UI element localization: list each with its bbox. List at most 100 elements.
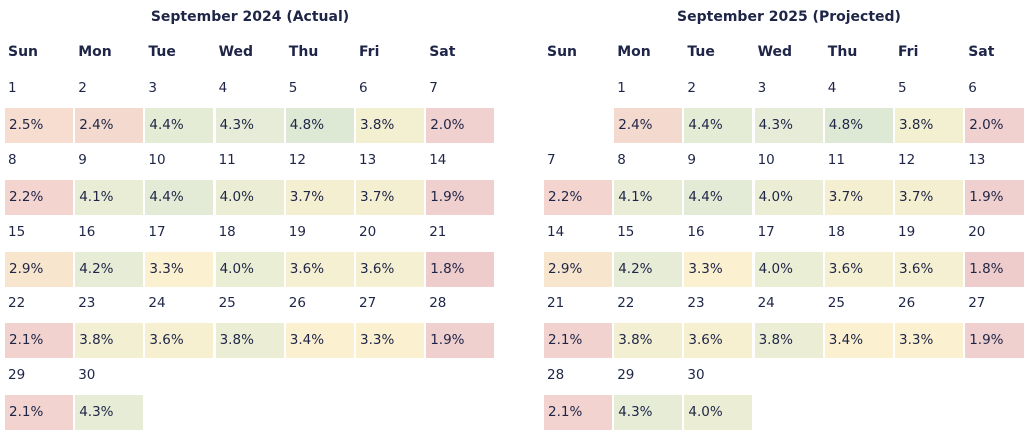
weekday-header: Sun	[547, 44, 578, 60]
day-value-cell: 4.3%	[75, 395, 144, 431]
day-number: 4	[218, 80, 228, 96]
day-value-cell: 2.2%	[544, 179, 612, 215]
day-value-cell: 4.0%	[754, 251, 823, 287]
day-value-cell: 3.6%	[285, 251, 354, 287]
day-value-cell: 2.4%	[614, 108, 683, 143]
calendar-title: September 2024 (Actual)	[150, 9, 350, 25]
day-number: 7	[547, 151, 556, 168]
weekday-header: Tue	[687, 44, 715, 60]
day-value-cell: 3.7%	[356, 179, 424, 215]
day-number: 16	[78, 223, 96, 240]
day-value-cell: 2.9%	[5, 251, 73, 287]
day-number: 13	[968, 151, 986, 168]
day-value-cell: 3.8%	[895, 108, 963, 143]
day-number: 11	[218, 151, 236, 168]
day-number: 3	[757, 80, 767, 96]
day-number: 17	[757, 223, 775, 240]
day-value-cell: 3.3%	[895, 323, 963, 359]
day-number: 6	[968, 80, 977, 96]
weekday-header: Sun	[8, 44, 39, 60]
day-number: 30	[78, 367, 96, 384]
day-number: 1	[617, 80, 626, 96]
day-number: 5	[288, 80, 298, 96]
day-number: 13	[359, 151, 377, 168]
day-value-cell: 3.4%	[285, 323, 354, 359]
day-number: 24	[148, 295, 166, 312]
day-number: 27	[968, 295, 986, 312]
day-value-cell: 2.2%	[5, 179, 73, 215]
weekday-header: Fri	[898, 44, 919, 60]
day-value-cell: 3.6%	[895, 251, 963, 287]
day-value-cell: 4.0%	[215, 179, 284, 215]
day-number: 18	[218, 223, 236, 240]
day-number: 9	[78, 151, 87, 168]
day-value-cell: 4.8%	[824, 108, 893, 143]
day-number: 22	[8, 295, 26, 312]
weekday-header: Mon	[78, 44, 112, 60]
day-value-cell: 4.4%	[684, 108, 753, 143]
day-number: 28	[547, 367, 565, 384]
day-value-cell: 3.7%	[824, 179, 893, 215]
day-number: 3	[148, 80, 157, 96]
weekday-header: Fri	[359, 44, 380, 60]
day-number: 8	[8, 151, 17, 168]
day-number: 10	[757, 151, 775, 168]
day-number: 19	[898, 223, 916, 240]
day-value-cell: 3.6%	[145, 323, 214, 359]
day-number: 4	[827, 80, 837, 96]
weekday-header: Tue	[148, 44, 176, 60]
day-number: 2	[78, 80, 87, 96]
day-number: 20	[359, 223, 377, 240]
weekday-header: Sat	[968, 44, 995, 60]
day-number: 26	[898, 295, 916, 312]
day-number: 2	[687, 80, 696, 96]
weekday-header: Wed	[757, 44, 793, 60]
day-number: 23	[78, 295, 96, 312]
day-value-cell: 3.8%	[754, 323, 823, 359]
day-value-cell: 3.3%	[684, 251, 753, 287]
day-value-cell: 1.9%	[426, 179, 495, 215]
day-value-cell: 2.9%	[544, 251, 612, 287]
day-value-cell: 2.1%	[544, 323, 612, 359]
day-value-cell: 1.9%	[426, 323, 495, 359]
day-number: 25	[827, 295, 845, 312]
day-value-cell: 3.6%	[684, 323, 753, 359]
day-value-cell: 4.4%	[145, 108, 214, 143]
day-value-cell: 3.8%	[75, 323, 144, 359]
day-number: 21	[547, 295, 565, 312]
day-value-cell: 1.8%	[965, 251, 1024, 287]
day-value-cell: 4.8%	[285, 108, 354, 143]
day-number: 15	[617, 223, 635, 240]
day-value-cell: 2.1%	[5, 323, 73, 359]
day-number: 5	[898, 80, 907, 96]
day-number: 10	[148, 151, 166, 168]
day-value-cell: 3.6%	[356, 251, 424, 287]
day-number: 11	[827, 151, 845, 168]
day-number: 8	[617, 151, 626, 168]
weekday-header: Wed	[218, 44, 254, 60]
weekday-header: Thu	[827, 44, 858, 60]
day-value-cell: 3.4%	[824, 323, 893, 359]
day-number: 19	[288, 223, 306, 240]
day-number: 20	[968, 223, 986, 240]
day-value-cell: 2.1%	[544, 395, 612, 431]
day-value-cell: 3.3%	[356, 323, 424, 359]
day-number: 23	[687, 295, 705, 312]
day-value-cell: 4.1%	[614, 179, 683, 215]
day-number: 26	[288, 295, 306, 312]
day-value-cell: 4.0%	[754, 179, 823, 215]
day-number: 1	[8, 80, 17, 96]
day-number: 17	[148, 223, 166, 240]
day-value-cell: 1.9%	[965, 179, 1024, 215]
day-value-cell: 1.8%	[426, 251, 495, 287]
day-number: 30	[687, 367, 705, 384]
day-value-cell: 3.8%	[356, 108, 424, 143]
day-number: 18	[827, 223, 845, 240]
weekday-header: Thu	[288, 44, 319, 60]
day-value-cell: 4.4%	[684, 179, 753, 215]
day-number: 25	[218, 295, 236, 312]
day-number: 12	[288, 151, 306, 168]
day-number: 16	[687, 223, 705, 240]
day-value-cell: 3.7%	[895, 179, 963, 215]
day-value-cell: 3.3%	[145, 251, 214, 287]
